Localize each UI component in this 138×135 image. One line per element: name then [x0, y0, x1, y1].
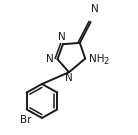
- Text: N: N: [46, 54, 54, 64]
- Text: N: N: [91, 4, 99, 14]
- Text: N: N: [58, 32, 65, 42]
- Text: NH: NH: [89, 54, 104, 64]
- Text: Br: Br: [20, 115, 32, 125]
- Text: 2: 2: [104, 57, 109, 66]
- Text: N: N: [65, 73, 73, 83]
